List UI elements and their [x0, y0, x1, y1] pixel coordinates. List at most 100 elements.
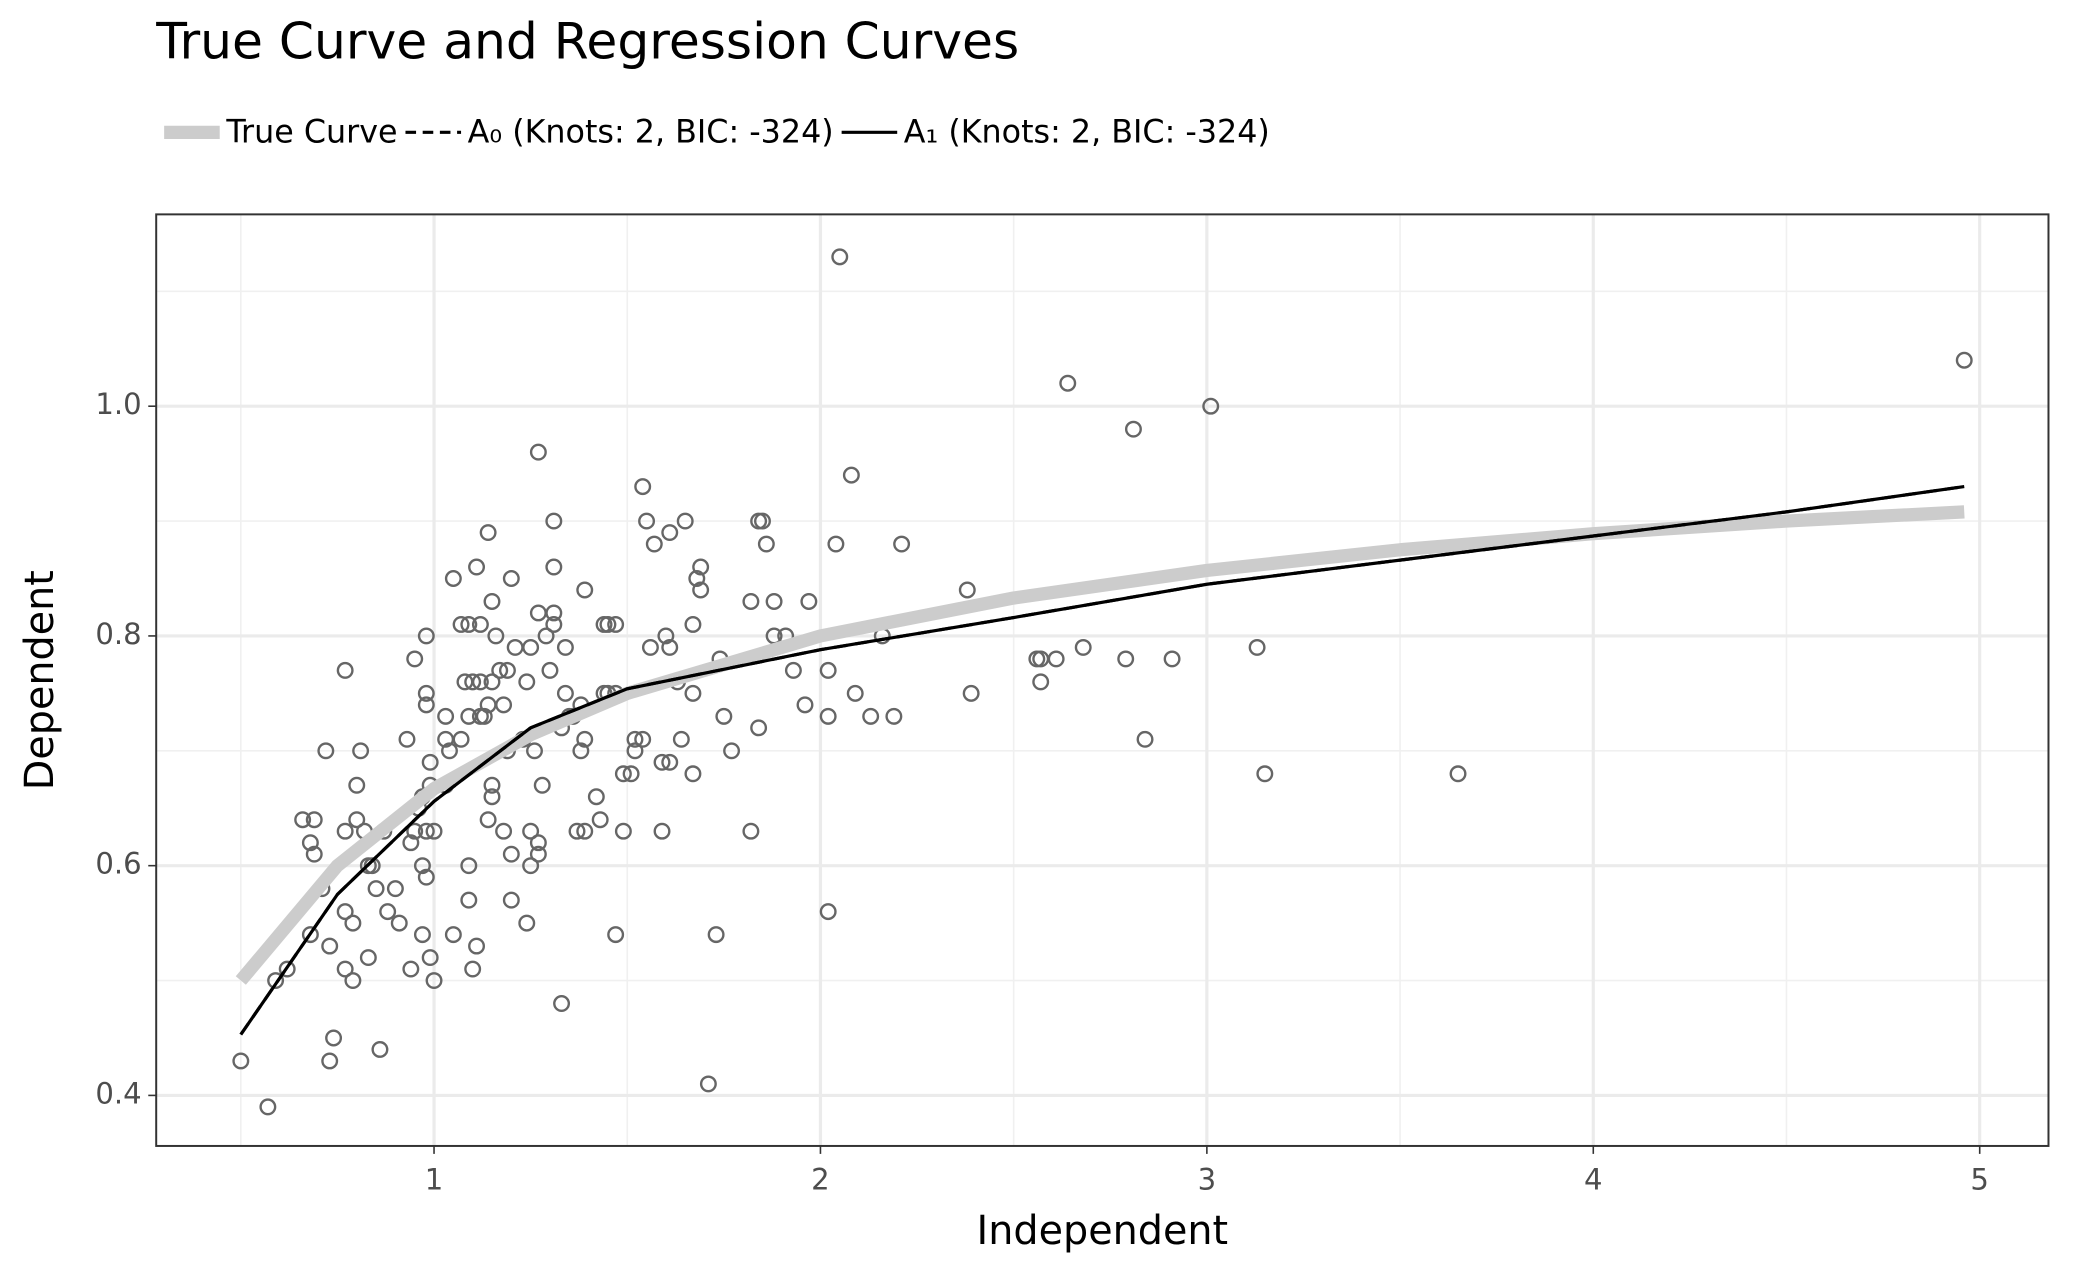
data-point [796, 696, 814, 714]
x-tick-label: 5 [1970, 1163, 1989, 1197]
data-point [479, 811, 497, 829]
data-point [653, 753, 671, 771]
y-tick-label: 0.6 [95, 847, 141, 881]
data-point [522, 822, 540, 840]
data-point [526, 742, 543, 760]
data-point [301, 834, 319, 852]
data-point [402, 834, 420, 852]
data-point [502, 891, 520, 909]
data-point [576, 822, 594, 840]
data-point [259, 1098, 277, 1116]
data-point [344, 914, 362, 932]
data-point [641, 638, 659, 656]
data-point [522, 638, 540, 656]
data-point [692, 581, 710, 599]
data-point [645, 535, 663, 553]
data-point [464, 960, 482, 978]
x-tick-label: 2 [811, 1163, 830, 1197]
data-point [572, 742, 590, 760]
data-point [657, 627, 675, 645]
x-tick-label: 1 [425, 1163, 444, 1197]
data-point [784, 661, 802, 679]
data-point [1955, 351, 1973, 369]
data-point [502, 845, 520, 863]
data-point [599, 615, 617, 633]
data-point [607, 615, 625, 633]
data-point [305, 845, 323, 863]
x-tick-label: 3 [1198, 1163, 1217, 1197]
data-point [367, 880, 385, 898]
data-point [750, 719, 768, 737]
grid [156, 214, 2049, 1146]
data-point [348, 811, 366, 829]
data-point [491, 661, 509, 679]
data-point [626, 742, 644, 760]
data-point [676, 512, 694, 530]
data-point [518, 914, 536, 932]
data-point [765, 593, 783, 610]
data-point [441, 742, 458, 760]
data-point [1256, 765, 1274, 783]
data-point [862, 707, 880, 725]
legend-label: A₁ (Knots: 2, BIC: -324) [904, 115, 1270, 151]
data-point [661, 638, 679, 656]
data-point [1059, 374, 1077, 392]
data-point [576, 581, 594, 599]
data-point [495, 822, 513, 840]
data-point [495, 696, 513, 714]
data-point [819, 903, 837, 921]
data-point [278, 960, 296, 978]
data-point [742, 593, 760, 610]
data-point [653, 822, 671, 840]
data-point [471, 615, 489, 633]
y-axis-label: Dependent [17, 570, 63, 790]
y-tick-label: 0.8 [95, 617, 141, 651]
data-point [1074, 638, 1092, 656]
data-point [757, 535, 775, 553]
data-point [1163, 650, 1181, 668]
data-point [464, 673, 482, 691]
data-point [568, 822, 586, 840]
x-axis-label: Independent [977, 1208, 1229, 1254]
data-point [672, 730, 690, 748]
data-point [336, 822, 354, 840]
data-point [831, 248, 849, 266]
curve [239, 485, 1965, 1036]
data-point [846, 684, 864, 702]
data-point [529, 443, 547, 461]
data-point [885, 707, 903, 725]
data-point [545, 604, 563, 622]
data-point [460, 857, 478, 875]
data-point [417, 627, 435, 645]
data-point [468, 558, 486, 576]
chart-title: True Curve and Regression Curves [155, 11, 1019, 70]
data-point [827, 535, 845, 553]
data-point [576, 730, 594, 748]
plot-border [155, 213, 2050, 1147]
data-point [444, 570, 462, 587]
data-point [537, 627, 555, 645]
data-point [301, 926, 319, 944]
data-point [842, 466, 860, 484]
data-point [379, 903, 397, 921]
data-point [321, 937, 339, 955]
data-point [437, 707, 455, 725]
data-point [352, 742, 370, 760]
data-point [321, 1052, 339, 1070]
data-point [638, 512, 656, 530]
data-point [460, 615, 478, 633]
data-point [294, 811, 312, 829]
data-point [371, 1040, 389, 1058]
x-tick-label: 4 [1584, 1163, 1603, 1197]
data-point [232, 1052, 250, 1070]
data-point [390, 914, 408, 932]
data-point [1124, 420, 1142, 438]
data-point [1248, 638, 1266, 656]
data-point [363, 857, 381, 875]
data-point [742, 822, 760, 840]
data-point [483, 788, 501, 806]
data-point [444, 926, 462, 944]
data-point [545, 512, 563, 530]
